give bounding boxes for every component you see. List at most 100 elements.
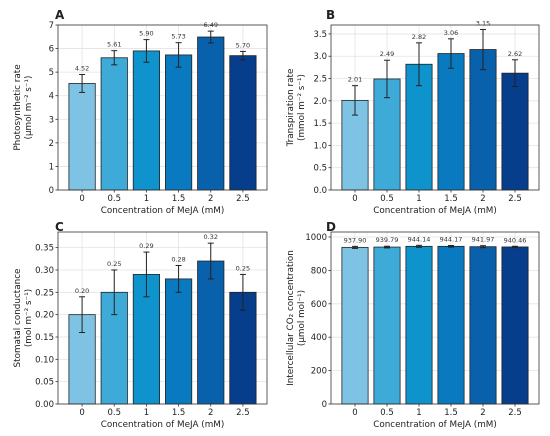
x-axis-label: Concentration of MeJA (mM) bbox=[373, 206, 497, 216]
x-axis-label: Concentration of MeJA (mM) bbox=[101, 420, 225, 430]
y-tick-label: 1.5 bbox=[313, 119, 327, 129]
y-tick-label: 0.35 bbox=[35, 244, 54, 254]
data-label: 0.29 bbox=[139, 242, 153, 250]
data-label: 939.79 bbox=[376, 236, 399, 244]
y-tick-label: 800 bbox=[311, 266, 327, 276]
chart-panel-a: 4.5205.610.55.9015.731.56.4925.702.50123… bbox=[13, 8, 268, 216]
x-tick-label: 0.5 bbox=[380, 408, 394, 418]
data-label: 2.49 bbox=[380, 50, 394, 58]
bar bbox=[373, 246, 401, 405]
x-tick-label: 1 bbox=[416, 408, 421, 418]
y-tick-label: 0 bbox=[49, 186, 54, 196]
y-tick-label: 2.0 bbox=[313, 97, 327, 107]
y-tick-label: 200 bbox=[311, 367, 327, 377]
bar bbox=[132, 50, 161, 191]
bar bbox=[469, 49, 497, 191]
x-tick-label: 2 bbox=[480, 408, 485, 418]
x-tick-label: 2.5 bbox=[236, 408, 250, 418]
plot-frame bbox=[57, 231, 268, 405]
y-tick-label: 6 bbox=[49, 45, 54, 55]
x-tick-label: 2.5 bbox=[236, 194, 250, 204]
data-label: 5.90 bbox=[139, 30, 153, 38]
y-axis-label-line1: Photosynthetic rate bbox=[13, 64, 23, 150]
y-tick-label: 0.25 bbox=[35, 288, 54, 298]
x-tick-label: 0 bbox=[79, 408, 84, 418]
y-tick-label: 4 bbox=[49, 92, 54, 102]
data-label: 937.90 bbox=[344, 236, 367, 244]
x-tick-label: 1 bbox=[416, 194, 421, 204]
x-tick-label: 0 bbox=[352, 194, 357, 204]
y-tick-label: 0.30 bbox=[35, 266, 54, 276]
y-axis-label: Transpiration rate(mmol m⁻² s⁻¹) bbox=[286, 69, 307, 148]
bar bbox=[68, 83, 96, 191]
data-label: 3.15 bbox=[476, 19, 490, 27]
data-label: 940.46 bbox=[504, 236, 527, 244]
bar bbox=[164, 278, 193, 405]
y-axis-label: Intercellular CO₂ concentration(μmol mol… bbox=[286, 250, 307, 386]
y-axis-label-line2: (mol m⁻² s⁻¹) bbox=[24, 289, 34, 347]
panel-letter: B bbox=[326, 8, 335, 22]
plot-frame bbox=[330, 24, 540, 191]
data-label: 5.70 bbox=[236, 41, 250, 49]
y-tick-label: 0.5 bbox=[313, 164, 327, 174]
x-tick-label: 2 bbox=[208, 408, 213, 418]
x-tick-label: 0.5 bbox=[107, 194, 121, 204]
data-label: 2.01 bbox=[348, 76, 362, 84]
x-tick-label: 1 bbox=[144, 194, 149, 204]
y-tick-label: 0.00 bbox=[35, 400, 54, 410]
data-label: 0.32 bbox=[204, 233, 218, 241]
bar bbox=[100, 57, 128, 191]
y-axis-label-line2: (μmol m⁻² s⁻¹) bbox=[24, 76, 34, 140]
data-label: 2.82 bbox=[412, 33, 426, 41]
bar bbox=[197, 260, 225, 405]
data-label: 0.28 bbox=[171, 256, 185, 264]
y-tick-label: 0.15 bbox=[35, 333, 54, 343]
panel-letter: C bbox=[55, 220, 64, 234]
chart-panel-c: 0.20 0 0.25 0.5 0.29 1 0.28 1.5 0.32 2 0.25 2.5 0.00… bbox=[13, 220, 268, 430]
bar bbox=[164, 54, 193, 191]
panel-letter: A bbox=[55, 8, 65, 22]
y-tick-label: 5 bbox=[49, 68, 54, 78]
y-tick-label: 3.5 bbox=[313, 30, 327, 40]
x-tick-label: 1.5 bbox=[444, 408, 458, 418]
data-label: 5.73 bbox=[171, 33, 185, 41]
y-tick-label: 3.0 bbox=[313, 52, 327, 62]
bar bbox=[501, 246, 529, 405]
x-tick-label: 1.5 bbox=[444, 194, 458, 204]
y-axis-label-line1: Transpiration rate bbox=[286, 69, 296, 148]
y-axis-label: Stomatal conductance(mol m⁻² s⁻¹) bbox=[13, 269, 34, 368]
bar bbox=[437, 53, 465, 191]
data-label: 0.25 bbox=[107, 260, 121, 268]
x-tick-label: 2.5 bbox=[508, 194, 522, 204]
data-label: 2.62 bbox=[508, 50, 522, 58]
x-tick-label: 1.5 bbox=[172, 408, 186, 418]
x-tick-label: 1 bbox=[144, 408, 149, 418]
y-tick-label: 0 bbox=[322, 400, 327, 410]
x-tick-label: 1.5 bbox=[172, 194, 186, 204]
x-tick-label: 0 bbox=[79, 194, 84, 204]
bar bbox=[229, 291, 257, 405]
y-axis-label-line1: Intercellular CO₂ concentration bbox=[286, 250, 296, 386]
y-tick-label: 0.05 bbox=[35, 378, 54, 388]
y-tick-label: 7 bbox=[49, 21, 54, 31]
x-tick-label: 2 bbox=[480, 194, 485, 204]
data-label: 3.06 bbox=[444, 29, 458, 37]
data-label: 4.52 bbox=[75, 65, 89, 73]
x-tick-label: 0.5 bbox=[107, 408, 121, 418]
y-axis-label-line2: (μmol mol⁻¹) bbox=[297, 290, 307, 346]
bar bbox=[501, 72, 529, 191]
y-tick-label: 600 bbox=[311, 300, 327, 310]
y-tick-label: 1.0 bbox=[313, 141, 327, 151]
x-axis-label: Concentration of MeJA (mM) bbox=[101, 206, 225, 216]
bar bbox=[197, 36, 225, 191]
bar bbox=[469, 246, 497, 405]
y-tick-label: 0.10 bbox=[35, 355, 54, 365]
panel-letter: D bbox=[326, 220, 336, 234]
data-label: 0.20 bbox=[75, 287, 89, 295]
y-tick-label: 2.5 bbox=[313, 75, 327, 85]
y-axis-label-line1: Stomatal conductance bbox=[13, 269, 23, 368]
data-label: 944.17 bbox=[440, 235, 463, 243]
data-label: 5.61 bbox=[107, 41, 121, 49]
data-label: 0.25 bbox=[236, 264, 250, 272]
